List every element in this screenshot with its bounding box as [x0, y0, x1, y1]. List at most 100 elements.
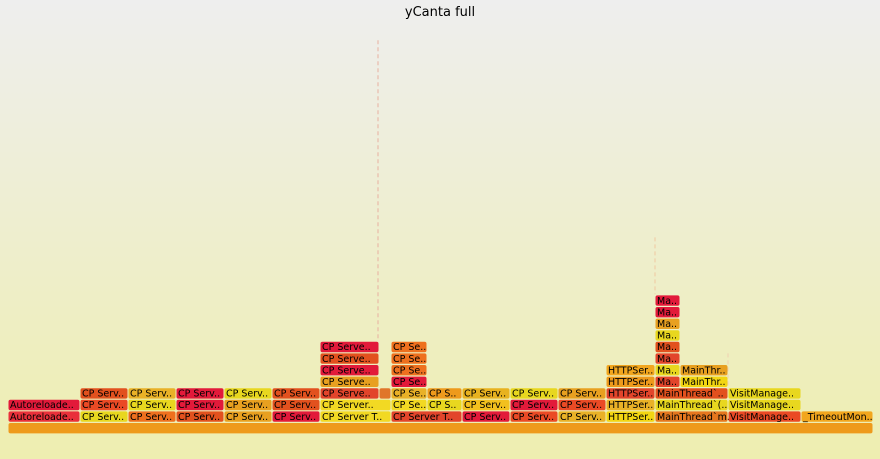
stack-frame-bar[interactable] — [680, 365, 728, 376]
stack-frame-bar[interactable] — [8, 423, 873, 434]
stack-frame-bar[interactable] — [320, 365, 379, 376]
stack-frame[interactable]: CP S.. — [427, 388, 462, 400]
stack-frame[interactable]: MainThr.. — [680, 376, 728, 388]
stack-frame-bar[interactable] — [8, 399, 80, 411]
stack-frame[interactable]: CP Serv.. — [272, 388, 320, 400]
stack-frame-bar[interactable] — [655, 307, 680, 318]
stack-frame[interactable]: CP Se.. — [391, 341, 427, 353]
stack-frame-bar[interactable] — [320, 411, 391, 422]
stack-frame[interactable]: CP Serv.. — [272, 399, 320, 411]
stack-frame[interactable]: CP Serv.. — [510, 388, 558, 400]
stack-frame-bar[interactable] — [606, 376, 655, 387]
stack-frame[interactable]: Ma.. — [655, 341, 680, 353]
stack-frame-bar[interactable] — [320, 376, 379, 387]
stack-frame[interactable]: CP Se.. — [391, 399, 427, 411]
stack-frame[interactable]: CP Se.. — [391, 376, 427, 388]
stack-frame[interactable]: CP Se.. — [391, 353, 427, 365]
stack-frame[interactable]: _TimeoutMon.. — [801, 411, 873, 423]
stack-frame[interactable]: CP Serv.. — [128, 388, 176, 400]
stack-frame[interactable]: CP Serv.. — [176, 388, 224, 400]
stack-frame-bar[interactable] — [80, 399, 128, 411]
stack-frame[interactable]: CP Serv.. — [462, 399, 510, 411]
stack-frame-bar[interactable] — [655, 295, 680, 306]
stack-frame-bar[interactable] — [655, 411, 728, 422]
stack-frame[interactable]: MainThread`(.. — [655, 399, 728, 411]
stack-frame[interactable]: VisitManage.. — [728, 388, 801, 400]
stack-frame-bar[interactable] — [176, 399, 224, 411]
stack-frame[interactable]: Autoreloade.. — [8, 399, 80, 411]
stack-frame[interactable]: Ma.. — [655, 353, 680, 365]
stack-frame-bar[interactable] — [655, 388, 728, 399]
stack-frame[interactable]: HTTPSer.. — [606, 365, 655, 376]
stack-frame[interactable]: CP Serve.. — [320, 376, 379, 388]
stack-frame-bar[interactable] — [391, 388, 427, 399]
stack-frame-bar[interactable] — [379, 388, 391, 399]
stack-frame-bar[interactable] — [606, 411, 655, 422]
stack-frame[interactable]: CP Serve.. — [320, 353, 379, 365]
stack-frame-bar[interactable] — [427, 399, 462, 411]
stack-frame[interactable]: Ma.. — [655, 376, 680, 388]
stack-frame-bar[interactable] — [558, 399, 606, 411]
stack-frame-bar[interactable] — [606, 399, 655, 411]
stack-frame[interactable]: CP Serv.. — [224, 388, 272, 400]
stack-frame[interactable]: CP Server T.. — [391, 411, 462, 423]
stack-frame[interactable] — [8, 423, 873, 434]
stack-frame-bar[interactable] — [462, 388, 510, 399]
stack-frame-bar[interactable] — [224, 399, 272, 411]
stack-frame[interactable]: Ma.. — [655, 295, 680, 307]
stack-frame[interactable]: MainThread`.. — [655, 388, 728, 400]
stack-frame[interactable] — [379, 388, 391, 399]
stack-frame[interactable]: Autoreloade.. — [8, 411, 80, 423]
stack-frame-bar[interactable] — [8, 411, 80, 422]
stack-frame-bar[interactable] — [728, 411, 801, 422]
stack-frame-bar[interactable] — [224, 388, 272, 399]
stack-frame-bar[interactable] — [320, 341, 379, 353]
stack-frame-bar[interactable] — [391, 411, 462, 422]
stack-frame-bar[interactable] — [128, 388, 176, 399]
stack-frame[interactable]: CP Server.. — [320, 399, 391, 411]
stack-frame-bar[interactable] — [462, 399, 510, 411]
stack-frame[interactable]: Ma.. — [655, 307, 680, 318]
stack-frame[interactable]: CP Serv.. — [462, 388, 510, 400]
stack-frame-bar[interactable] — [510, 411, 558, 422]
stack-frame[interactable]: HTTPSer.. — [606, 376, 655, 388]
stack-frame-bar[interactable] — [728, 388, 801, 399]
stack-frame-bar[interactable] — [427, 388, 462, 399]
stack-frame[interactable]: HTTPSer.. — [606, 399, 655, 411]
stack-frame[interactable]: CP Serv.. — [80, 411, 128, 423]
stack-frame-bar[interactable] — [655, 376, 680, 387]
stack-frame[interactable]: CP Serv.. — [224, 399, 272, 411]
stack-frame-bar[interactable] — [462, 411, 510, 422]
stack-frame[interactable]: CP Serv.. — [462, 411, 510, 423]
stack-frame[interactable]: CP Serv.. — [176, 399, 224, 411]
stack-frame-bar[interactable] — [655, 318, 680, 329]
stack-frame[interactable]: Ma.. — [655, 365, 680, 376]
stack-frame[interactable]: CP Serv.. — [510, 399, 558, 411]
stack-frame-bar[interactable] — [680, 376, 728, 387]
stack-frame-bar[interactable] — [606, 365, 655, 376]
stack-frame-bar[interactable] — [655, 341, 680, 353]
stack-frame-bar[interactable] — [391, 376, 427, 387]
stack-frame-bar[interactable] — [320, 388, 379, 399]
stack-frame[interactable]: HTTPSer.. — [606, 388, 655, 400]
stack-frame[interactable]: CP Serv.. — [80, 388, 128, 400]
stack-frame[interactable]: CP Se.. — [391, 365, 427, 376]
stack-frame-bar[interactable] — [606, 388, 655, 399]
stack-frame-bar[interactable] — [320, 399, 391, 411]
stack-frame-bar[interactable] — [558, 411, 606, 422]
stack-frame[interactable]: CP Serv.. — [224, 411, 272, 423]
stack-frame[interactable]: Ma.. — [655, 330, 680, 342]
stack-frame-bar[interactable] — [80, 411, 128, 422]
stack-frame-bar[interactable] — [80, 388, 128, 399]
stack-frame[interactable]: CP Serv.. — [128, 399, 176, 411]
stack-frame-bar[interactable] — [176, 411, 224, 422]
stack-frame[interactable]: CP Se.. — [391, 388, 427, 400]
stack-frame[interactable]: CP Serv.. — [176, 411, 224, 423]
stack-frame[interactable]: CP Serve.. — [320, 365, 379, 376]
stack-frame-bar[interactable] — [391, 365, 427, 376]
stack-frame[interactable]: CP Server T.. — [320, 411, 391, 423]
stack-frame-bar[interactable] — [128, 399, 176, 411]
stack-frame[interactable]: CP Serv.. — [272, 411, 320, 423]
stack-frame-bar[interactable] — [320, 353, 379, 364]
stack-frame-bar[interactable] — [272, 399, 320, 411]
